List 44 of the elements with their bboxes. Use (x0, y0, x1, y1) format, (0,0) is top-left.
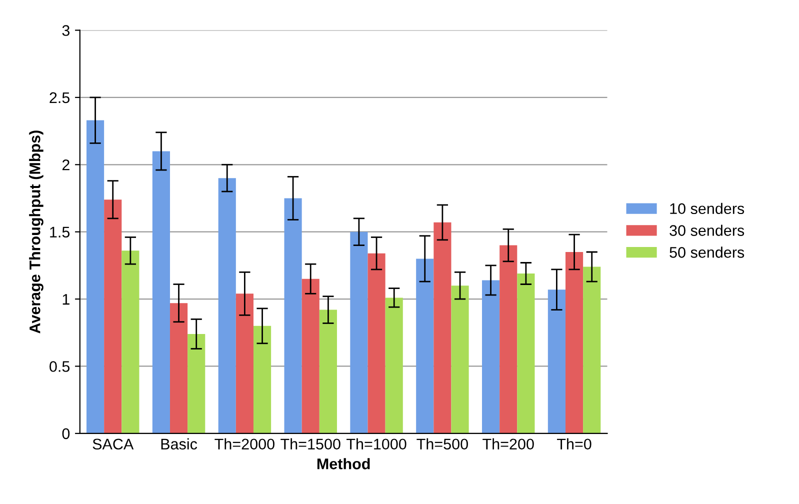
y-axis-title: Average Throughput (Mbps) (29, 130, 44, 334)
bar (302, 278, 320, 434)
bar (104, 200, 122, 434)
y-tick-label: 2 (62, 160, 70, 170)
y-tick-label: 0.5 (50, 361, 70, 372)
legend-label: 10 senders (670, 202, 744, 214)
bar (368, 253, 386, 434)
x-tick-label: SACA (92, 438, 134, 450)
legend-label: 50 senders (670, 246, 744, 258)
bar (565, 252, 584, 434)
x-tick-label: Th=1500 (280, 438, 340, 450)
y-tick-label: 2.5 (50, 92, 70, 104)
x-tick-label: Th=200 (482, 438, 534, 450)
y-tick-label: 0 (62, 428, 70, 440)
y-tick-label: 1.5 (50, 226, 70, 238)
bar (170, 303, 188, 434)
bar (86, 120, 104, 434)
bar (583, 266, 601, 434)
bar (434, 222, 452, 434)
y-tick-label: 3 (62, 25, 70, 36)
bar (253, 326, 272, 434)
legend-label: 30 senders (670, 224, 744, 236)
bar (416, 258, 434, 434)
x-axis-title: Method (317, 458, 370, 470)
x-tick-label: Th=0 (557, 438, 592, 450)
bar (385, 298, 403, 434)
x-tick-label: Th=1000 (346, 438, 406, 450)
bar (500, 245, 518, 434)
bar (517, 274, 535, 434)
y-tick-label: 1 (62, 294, 70, 305)
x-tick-label: Th=500 (416, 438, 468, 450)
bar (319, 310, 337, 434)
bar (482, 280, 500, 434)
bar (152, 151, 170, 434)
bar (236, 294, 254, 434)
bar (122, 250, 140, 434)
bar (548, 290, 566, 434)
x-tick-label: Basic (161, 438, 198, 450)
x-tick-label: Th=2000 (214, 438, 274, 450)
bar (218, 178, 236, 434)
bar (350, 232, 368, 434)
bar (451, 286, 469, 434)
bar (284, 198, 302, 434)
bar (188, 334, 206, 434)
